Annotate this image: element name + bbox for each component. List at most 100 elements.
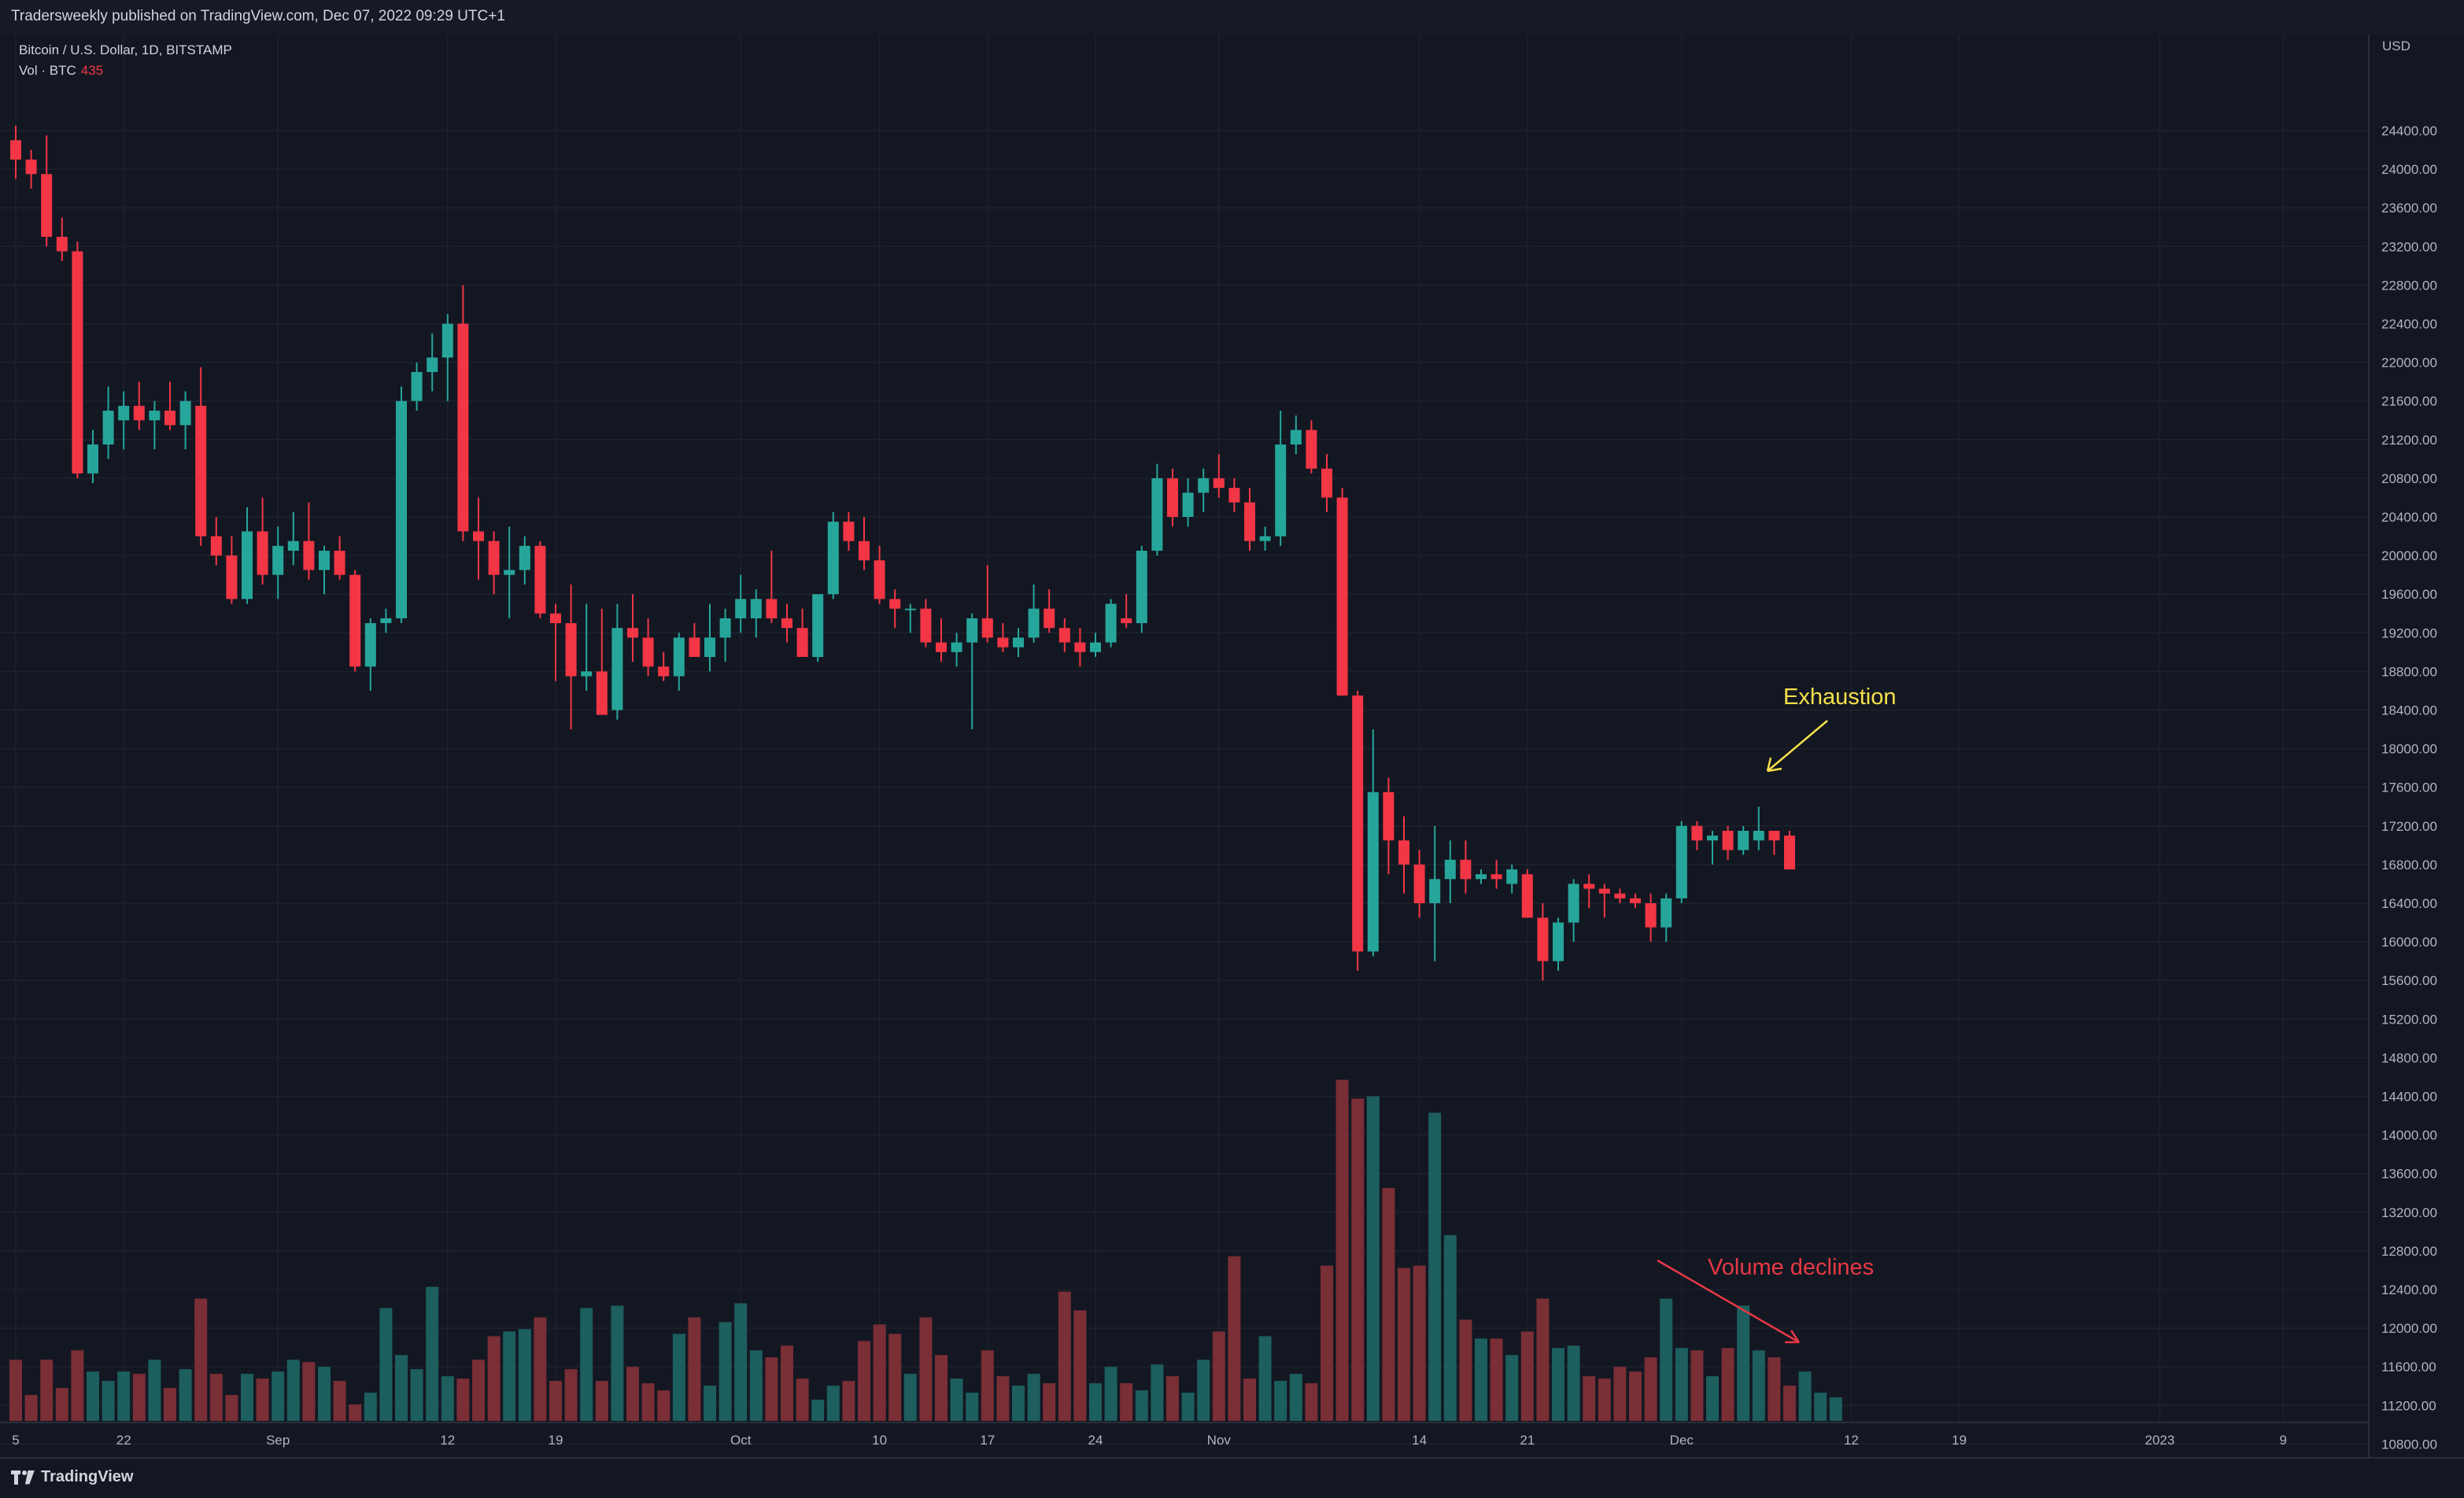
candle [1614, 888, 1626, 903]
candle [272, 526, 284, 600]
candle-body [1105, 603, 1117, 643]
candle-body [1198, 478, 1210, 493]
volume-bar [1768, 1357, 1781, 1421]
candle [149, 400, 161, 450]
volume-bar [1644, 1357, 1657, 1421]
volume-bar [1382, 1187, 1395, 1421]
candle-body [719, 618, 731, 638]
volume-bar [379, 1308, 393, 1421]
candle [596, 608, 608, 715]
candle [1228, 478, 1240, 512]
candle-body [1413, 864, 1425, 903]
candle-body [1707, 836, 1718, 841]
volume-bar [719, 1322, 732, 1421]
candle [611, 603, 623, 720]
price-tick-label: 17200.00 [2381, 819, 2437, 834]
time-tick-label: Nov [1207, 1433, 1232, 1448]
candle [1136, 545, 1147, 633]
candle [334, 536, 345, 580]
candle-body [1044, 608, 1055, 629]
candle-body [349, 574, 361, 667]
price-tick-label: 21200.00 [2381, 433, 2437, 448]
candle [951, 633, 962, 667]
candle [1537, 903, 1549, 981]
candle [1598, 884, 1610, 918]
volume-arrow [1657, 1259, 1800, 1344]
candle-body [812, 594, 824, 657]
volume-bar [1258, 1336, 1272, 1421]
candle [1784, 830, 1795, 870]
candle-body [133, 405, 145, 421]
price-tick-label: 23200.00 [2381, 239, 2437, 254]
candle [1413, 850, 1425, 918]
volume-bar [1243, 1378, 1256, 1421]
candle [550, 603, 561, 681]
volume-bar [456, 1378, 470, 1421]
price-tick-label: 22400.00 [2381, 317, 2437, 332]
symbol-legend[interactable]: Bitcoin / U.S. Dollar, 1D, BITSTAMP [19, 42, 232, 58]
volume-bar [117, 1371, 131, 1421]
candle-body [1121, 618, 1132, 624]
candle [488, 531, 500, 595]
volume-bar [1814, 1393, 1827, 1421]
candle [1460, 840, 1472, 894]
candle-body [534, 545, 546, 614]
volume-bar [765, 1357, 778, 1421]
candle-body [951, 642, 962, 652]
candle-body [10, 140, 21, 160]
volume-bar [1428, 1112, 1442, 1421]
candle [1198, 468, 1210, 512]
volume-bar [1690, 1350, 1704, 1421]
volume-legend[interactable]: Vol · BTC 435 [19, 63, 103, 79]
candle-body [1521, 874, 1533, 918]
volume-bars [9, 1079, 1842, 1421]
volume-bar [1289, 1374, 1302, 1421]
price-tick-label: 19600.00 [2381, 587, 2437, 602]
volume-bar [858, 1341, 870, 1421]
volume-bar [333, 1381, 346, 1421]
time-axis[interactable]: 5 22 Sep 12 19 Oct 10 17 24 Nov 14 21 Dec 12 19 2023 9 [12, 1433, 2287, 1448]
price-axis[interactable]: 24400.00 24000.00 23600.00 23200.00 22800.00… [2381, 124, 2437, 1452]
volume-bar [395, 1355, 408, 1421]
candle-body [781, 618, 792, 629]
candle [427, 333, 438, 392]
candle-body [550, 613, 561, 624]
candle [504, 526, 515, 618]
volume-bar [349, 1404, 362, 1421]
volume-bar [1629, 1371, 1642, 1421]
candle-body [164, 410, 175, 426]
volume-bar [688, 1317, 701, 1421]
candle [1105, 599, 1117, 648]
candle [303, 502, 315, 580]
candle-body [936, 642, 947, 652]
volume-bar [286, 1360, 300, 1421]
candle [627, 594, 638, 662]
candle [1398, 816, 1409, 894]
volume-bar [102, 1381, 115, 1421]
candle-body [1768, 830, 1780, 841]
candle [936, 618, 947, 662]
price-tick-label: 14800.00 [2381, 1050, 2437, 1065]
volume-bar [1798, 1371, 1812, 1421]
annotation-exhaustion[interactable]: Exhaustion [1783, 684, 1897, 710]
candle [874, 545, 885, 604]
candle-body [1028, 608, 1040, 638]
volume-bar [626, 1367, 639, 1421]
volume-bar [1505, 1355, 1519, 1421]
candle-body [1491, 874, 1502, 880]
candle [1213, 454, 1225, 498]
volume-bar [71, 1350, 84, 1421]
volume-bar [595, 1381, 608, 1421]
price-chart[interactable]: Exhaustion Volume declines 24400.00 24000.… [0, 35, 2464, 1457]
annotations: Exhaustion Volume declines [1657, 684, 1897, 1344]
tradingview-logo[interactable]: TradingView [11, 1468, 133, 1486]
candle [1691, 821, 1703, 850]
candle [349, 570, 361, 672]
volume-bar [1073, 1310, 1087, 1421]
candle-body [642, 637, 654, 667]
annotation-volume-declines[interactable]: Volume declines [1708, 1255, 1874, 1280]
volume-bar [564, 1369, 578, 1421]
candle [1028, 584, 1040, 643]
candle-body [334, 550, 345, 575]
volume-bar [811, 1400, 825, 1421]
